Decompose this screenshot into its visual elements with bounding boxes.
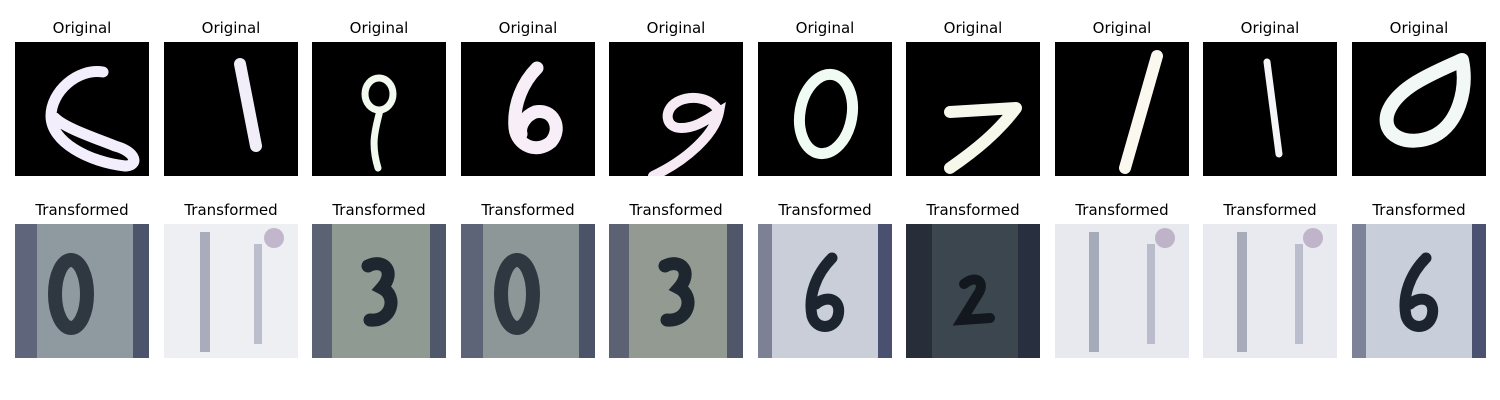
panel-title: Original	[795, 19, 855, 37]
original-panel: Original	[1352, 18, 1486, 176]
panel-title: Original	[1389, 19, 1449, 37]
panel-title: Original	[52, 19, 112, 37]
panel-title: Transformed	[481, 201, 575, 219]
transformed-panel: Transformed	[312, 200, 446, 358]
digit-image-0	[1352, 42, 1486, 176]
transformed-image	[609, 224, 743, 358]
panel-title: Transformed	[926, 201, 1020, 219]
panel-title: Transformed	[778, 201, 872, 219]
transformed-image	[1203, 224, 1337, 358]
transformed-panel: Transformed	[461, 200, 595, 358]
original-panel: Original	[461, 18, 595, 176]
digit-image-1	[164, 42, 298, 176]
transformed-image	[1055, 224, 1189, 358]
transformed-image	[15, 224, 149, 358]
panel-title: Original	[943, 19, 1003, 37]
digit-image-1	[1203, 42, 1337, 176]
panel-title: Original	[1092, 19, 1152, 37]
transformed-image	[312, 224, 446, 358]
transformed-image	[906, 224, 1040, 358]
transformed-image	[164, 224, 298, 358]
transformed-image	[1352, 224, 1486, 358]
transformed-panel: Transformed	[1055, 200, 1189, 358]
digit-image-0	[758, 42, 892, 176]
panel-title: Original	[201, 19, 261, 37]
transformed-panel: Transformed	[15, 200, 149, 358]
panel-title: Original	[646, 19, 706, 37]
panel-title: Original	[1240, 19, 1300, 37]
panel-title: Transformed	[184, 201, 278, 219]
panel-title: Transformed	[332, 201, 426, 219]
original-panel: Original	[758, 18, 892, 176]
transformed-panel: Transformed	[609, 200, 743, 358]
transformed-panel: Transformed	[164, 200, 298, 358]
transformed-panel: Transformed	[758, 200, 892, 358]
original-panel: Original	[164, 18, 298, 176]
transformed-row: Transformed Transformed Transformed	[0, 200, 1500, 360]
transformed-panel: Transformed	[1352, 200, 1486, 358]
transformed-image	[461, 224, 595, 358]
original-panel: Original	[1055, 18, 1189, 176]
original-row: Original Original Original Original	[0, 18, 1500, 178]
original-panel: Original	[609, 18, 743, 176]
transformed-panel: Transformed	[1203, 200, 1337, 358]
panel-title: Original	[498, 19, 558, 37]
digit-image-6	[15, 42, 149, 176]
original-panel: Original	[312, 18, 446, 176]
original-panel: Original	[906, 18, 1040, 176]
panel-title: Original	[349, 19, 409, 37]
transformed-image	[758, 224, 892, 358]
digit-image-7	[906, 42, 1040, 176]
digit-image-1	[1055, 42, 1189, 176]
panel-title: Transformed	[1372, 201, 1466, 219]
original-panel: Original	[1203, 18, 1337, 176]
panel-title: Transformed	[35, 201, 129, 219]
panel-title: Transformed	[1223, 201, 1317, 219]
digit-image-9	[312, 42, 446, 176]
original-panel: Original	[15, 18, 149, 176]
panel-title: Transformed	[629, 201, 723, 219]
transformed-panel: Transformed	[906, 200, 1040, 358]
digit-image-6	[461, 42, 595, 176]
panel-title: Transformed	[1075, 201, 1169, 219]
digit-image-9	[609, 42, 743, 176]
